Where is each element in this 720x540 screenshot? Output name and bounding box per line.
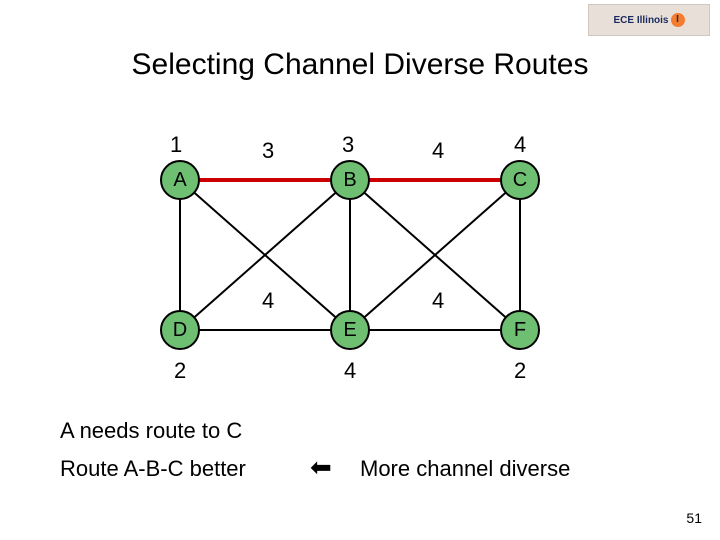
node-label-B: B [343,169,356,192]
node-label-C: C [513,169,527,192]
node-label-E: E [343,319,356,342]
caption-line-2-left: Route A-B-C better [60,456,246,482]
edge-weight-2: 3 [340,134,356,156]
edge-weight-7: 2 [172,360,188,382]
edge-weight-8: 4 [342,360,358,382]
node-E: E [330,310,370,350]
edge-weight-1: 3 [260,140,276,162]
logo-text: ECE Illinois [613,15,668,26]
network-diagram: A B C D E F 1 3 3 4 4 4 4 2 4 2 [120,100,600,390]
node-F: F [500,310,540,350]
logo-i-icon: I [671,13,685,27]
arrow-left-icon: ⬅ [310,452,332,483]
node-label-D: D [173,319,187,342]
edge-weight-6: 4 [430,290,446,312]
edge-weight-0: 1 [168,134,184,156]
logo-badge: ECE Illinois I [588,4,710,36]
page-title: Selecting Channel Diverse Routes [0,48,720,82]
edge-weight-3: 4 [430,140,446,162]
caption-line-2-right: More channel diverse [360,456,570,482]
edge-weight-4: 4 [512,134,528,156]
slide-number: 51 [686,510,702,526]
edge-weight-5: 4 [260,290,276,312]
node-label-F: F [514,319,526,342]
node-label-A: A [173,169,186,192]
node-A: A [160,160,200,200]
caption-line-1: A needs route to C [60,418,242,444]
node-C: C [500,160,540,200]
edge-weight-9: 2 [512,360,528,382]
node-D: D [160,310,200,350]
node-B: B [330,160,370,200]
